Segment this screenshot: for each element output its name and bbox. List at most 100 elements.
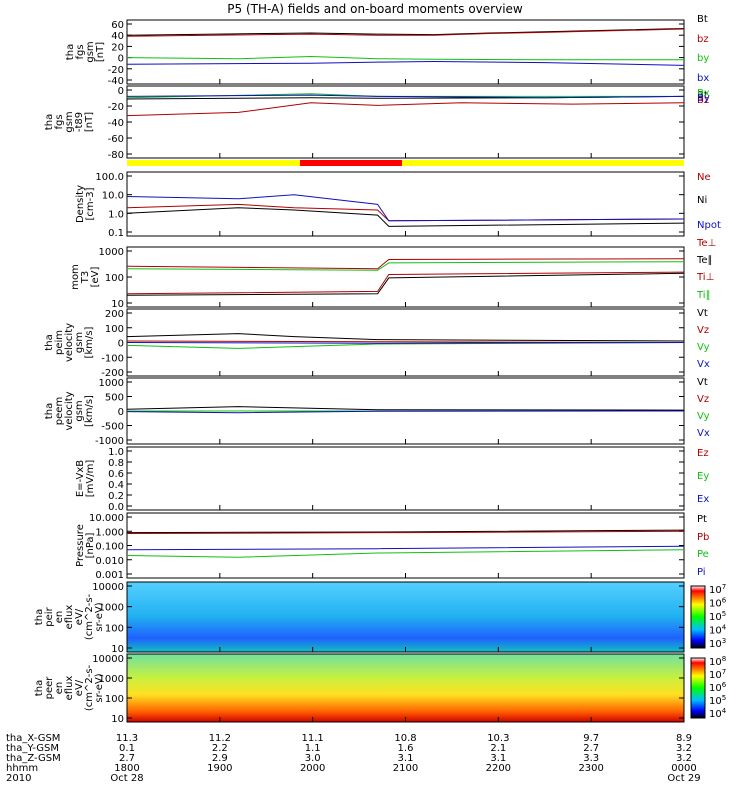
x-tick-value: 2.2 <box>212 743 228 754</box>
x-tick-value: 1900 <box>207 763 232 774</box>
x-tick-value: 2100 <box>393 763 418 774</box>
colorbar-label: 106 <box>709 597 727 610</box>
y-axis-label: thafgsgsm-t89[nT] <box>44 111 95 132</box>
y-tick-label: -200 <box>101 368 124 379</box>
y-tick-label: 0.2 <box>108 491 124 502</box>
x-tick-value: 10.3 <box>487 733 509 744</box>
y-tick-label: -20 <box>108 65 124 76</box>
y-tick-label: -20 <box>108 102 124 113</box>
panel-frame <box>126 446 685 511</box>
colorbar-label: 105 <box>709 694 726 707</box>
y-tick-label: -500 <box>101 422 124 433</box>
spectrogram <box>127 654 684 722</box>
legend-entry: Ti∥ <box>696 290 711 301</box>
y-axis-label: E=-VxB[mV/m] <box>75 460 96 498</box>
x-tick-value: 10.8 <box>394 733 416 744</box>
series-line-Npot <box>126 194 685 222</box>
y-tick-label: -40 <box>108 76 124 87</box>
y-tick-label: 100 <box>105 694 124 705</box>
x-tick-value: 3.0 <box>305 753 321 764</box>
x-tick-value: 2.9 <box>212 753 228 764</box>
series-line-Ti∥ <box>126 261 685 271</box>
y-axis-label: thapeirenefluxeV/(cm^2-s-sr-eV) <box>34 593 105 640</box>
panel-pressure: 10.000 1.000 0.100 0.010 0.001 Pressure[nPa] P… <box>75 512 709 581</box>
quality-bar <box>127 160 684 166</box>
y-tick-label: 1000 <box>99 674 124 685</box>
legend-entry: bx <box>697 73 709 84</box>
series-line-Pe <box>126 549 685 558</box>
y-axis-label: Density[cm-3] <box>75 185 96 223</box>
y-tick-label: 0.0 <box>108 502 124 513</box>
y-tick-label: 10 <box>111 644 124 655</box>
y-tick-label: 0.001 <box>95 570 124 581</box>
legend-entry: Npot <box>697 220 721 231</box>
series-line-Vx <box>126 342 685 344</box>
x-axis-table: tha_X-GSMtha_Y-GSMtha_Z-GSMhhmm201011.30… <box>6 733 701 784</box>
legend-entry: Vt <box>697 308 708 319</box>
y-tick-label: 100.0 <box>95 172 124 183</box>
legend-entry: Te⊥ <box>696 238 716 249</box>
legend-entry: Vx <box>697 359 710 370</box>
chart-title: P5 (TH-A) fields and on-board moments ov… <box>227 2 523 16</box>
colorbar-label: 108 <box>709 655 726 668</box>
x-tick-value: 1.1 <box>305 743 321 754</box>
series-line-Te∥ <box>126 272 685 296</box>
legend-entry: Bt <box>697 14 708 25</box>
panel-frame <box>126 246 685 308</box>
y-tick-label: -100 <box>101 353 124 364</box>
y-tick-label: 10 <box>111 299 124 310</box>
x-tick-value: 0.1 <box>119 743 135 754</box>
y-tick-label: -60 <box>108 134 124 145</box>
x-tick-value: Oct 29 <box>667 773 700 784</box>
legend-entry: Bt <box>697 90 708 101</box>
x-tick-value: 9.7 <box>583 733 599 744</box>
y-tick-label: 0.1 <box>108 228 124 239</box>
colorbar-label: 105 <box>709 610 726 623</box>
series-line-Bt <box>126 28 685 36</box>
panel-frame <box>126 512 685 579</box>
y-axis-label: thapeerenefluxeV/(cm^2-s-sr-eV) <box>34 664 105 711</box>
series-line-by <box>126 55 684 61</box>
x-tick-value: 1800 <box>114 763 139 774</box>
legend-entry: Pi <box>697 567 706 578</box>
x-tick-value: Oct 28 <box>110 773 143 784</box>
legend-entry: Ex <box>697 494 709 505</box>
x-tick-value: 3.1 <box>490 753 506 764</box>
series-line-Vt <box>126 406 685 411</box>
y-tick-label: 10.0 <box>102 191 124 202</box>
legend-entry: Bz <box>697 95 709 106</box>
y-tick-label: 10 <box>111 714 124 725</box>
y-tick-label: 1000 <box>99 247 124 258</box>
legend-entry: Ey <box>697 471 709 482</box>
y-tick-label: 60 <box>111 20 124 31</box>
legend-entry: By <box>697 93 710 104</box>
y-tick-label: 500 <box>105 393 124 404</box>
panel-peim_velocity: 200 100 0 -100 -200 thapeimvelocitygsm[km/s] V… <box>44 308 710 379</box>
legend-entry: Ez <box>697 448 709 459</box>
x-row-label: tha_X-GSM <box>6 733 60 744</box>
y-tick-label: -1000 <box>95 436 124 447</box>
y-tick-label: 100 <box>105 623 124 634</box>
y-axis-label: momT3[eV] <box>70 264 101 290</box>
legend-entry: Vt <box>697 377 708 388</box>
colorbar <box>690 657 706 719</box>
legend-entry: Vz <box>697 394 709 405</box>
y-tick-label: 0.100 <box>95 542 124 553</box>
x-tick-value: 3.1 <box>398 753 414 764</box>
y-tick-label: 0.4 <box>108 480 124 491</box>
panels-group: 6040200-20-40thafgsgsm[nT]Btbzbybx0-20-4… <box>34 14 727 725</box>
x-tick-value: 2000 <box>300 763 325 774</box>
colorbar <box>690 585 706 649</box>
legend-entry: Vy <box>697 342 710 353</box>
panel-e_vxb: 1.00.80.60.40.20.0 E=-VxB[mV/m] Ez Ey Ex <box>75 446 709 513</box>
y-tick-label: 10.000 <box>89 513 124 524</box>
y-tick-label: 200 <box>105 309 124 320</box>
panel-density: 100.0 10.0 1.0 0.1 Density[cm-3] Ne Ni Npot <box>75 171 721 239</box>
x-row-label: tha_Y-GSM <box>6 743 59 754</box>
y-tick-label: 1.0 <box>108 447 124 458</box>
panel-mom_temp: 1000 100 10 momT3[eV] Te⊥ Te∥ Ti⊥ Ti∥ <box>70 238 716 310</box>
